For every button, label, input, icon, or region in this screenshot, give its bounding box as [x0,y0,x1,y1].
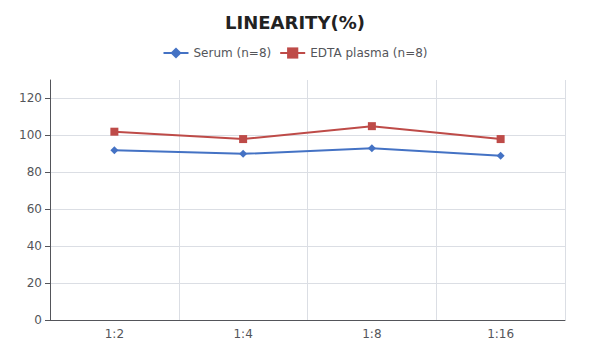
svg-text:20: 20 [27,276,42,290]
svg-text:1:16: 1:16 [487,327,514,341]
svg-text:60: 60 [27,202,42,216]
svg-text:40: 40 [27,239,42,253]
svg-text:80: 80 [27,165,42,179]
svg-text:100: 100 [19,128,42,142]
svg-text:Serum (n=8): Serum (n=8) [193,46,271,60]
svg-text:EDTA plasma (n=8): EDTA plasma (n=8) [310,46,427,60]
svg-text:0: 0 [34,313,42,327]
svg-text:LINEARITY(%): LINEARITY(%) [225,12,365,33]
svg-text:1:2: 1:2 [105,327,124,341]
svg-text:120: 120 [19,91,42,105]
svg-text:1:8: 1:8 [362,327,381,341]
svg-text:1:4: 1:4 [233,327,252,341]
